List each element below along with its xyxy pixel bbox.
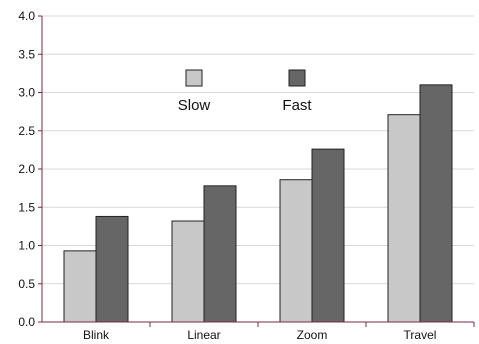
x-category-labels: Blink Linear Zoom Travel — [83, 328, 436, 342]
y-tick-label: 2.5 — [18, 124, 35, 138]
x-category-label: Linear — [187, 328, 220, 342]
bar-fast-zoom — [311, 148, 345, 323]
legend-swatch-slow — [185, 69, 203, 87]
y-tick-label: 3.5 — [18, 47, 35, 61]
y-tick-label: 0.5 — [18, 277, 35, 291]
bar-fast-travel — [419, 84, 453, 323]
y-tick-label: 3.0 — [18, 86, 35, 100]
legend-swatch-fast — [288, 69, 306, 87]
y-tick-label: 1.0 — [18, 239, 35, 253]
bar-slow-linear — [171, 220, 205, 323]
bar-slow-zoom — [279, 179, 313, 323]
y-tick-label: 1.5 — [18, 200, 35, 214]
legend-label-fast: Fast — [282, 97, 312, 114]
legend: Slow Fast — [178, 69, 312, 114]
y-tick-label: 0.0 — [18, 315, 35, 329]
y-tick-label: 2.0 — [18, 162, 35, 176]
bar-fast-linear — [203, 185, 237, 323]
x-category-label: Blink — [83, 328, 110, 342]
axes — [38, 15, 475, 327]
y-tick-labels: 0.0 0.5 1.0 1.5 2.0 2.5 3.0 3.5 4.0 — [18, 9, 35, 329]
bars — [63, 84, 453, 323]
bar-fast-blink — [95, 215, 129, 323]
x-category-label: Travel — [404, 328, 437, 342]
bar-slow-blink — [63, 250, 97, 323]
x-category-label: Zoom — [297, 328, 328, 342]
bar-slow-travel — [387, 114, 421, 323]
y-tick-label: 4.0 — [18, 9, 35, 23]
legend-label-slow: Slow — [178, 97, 211, 114]
